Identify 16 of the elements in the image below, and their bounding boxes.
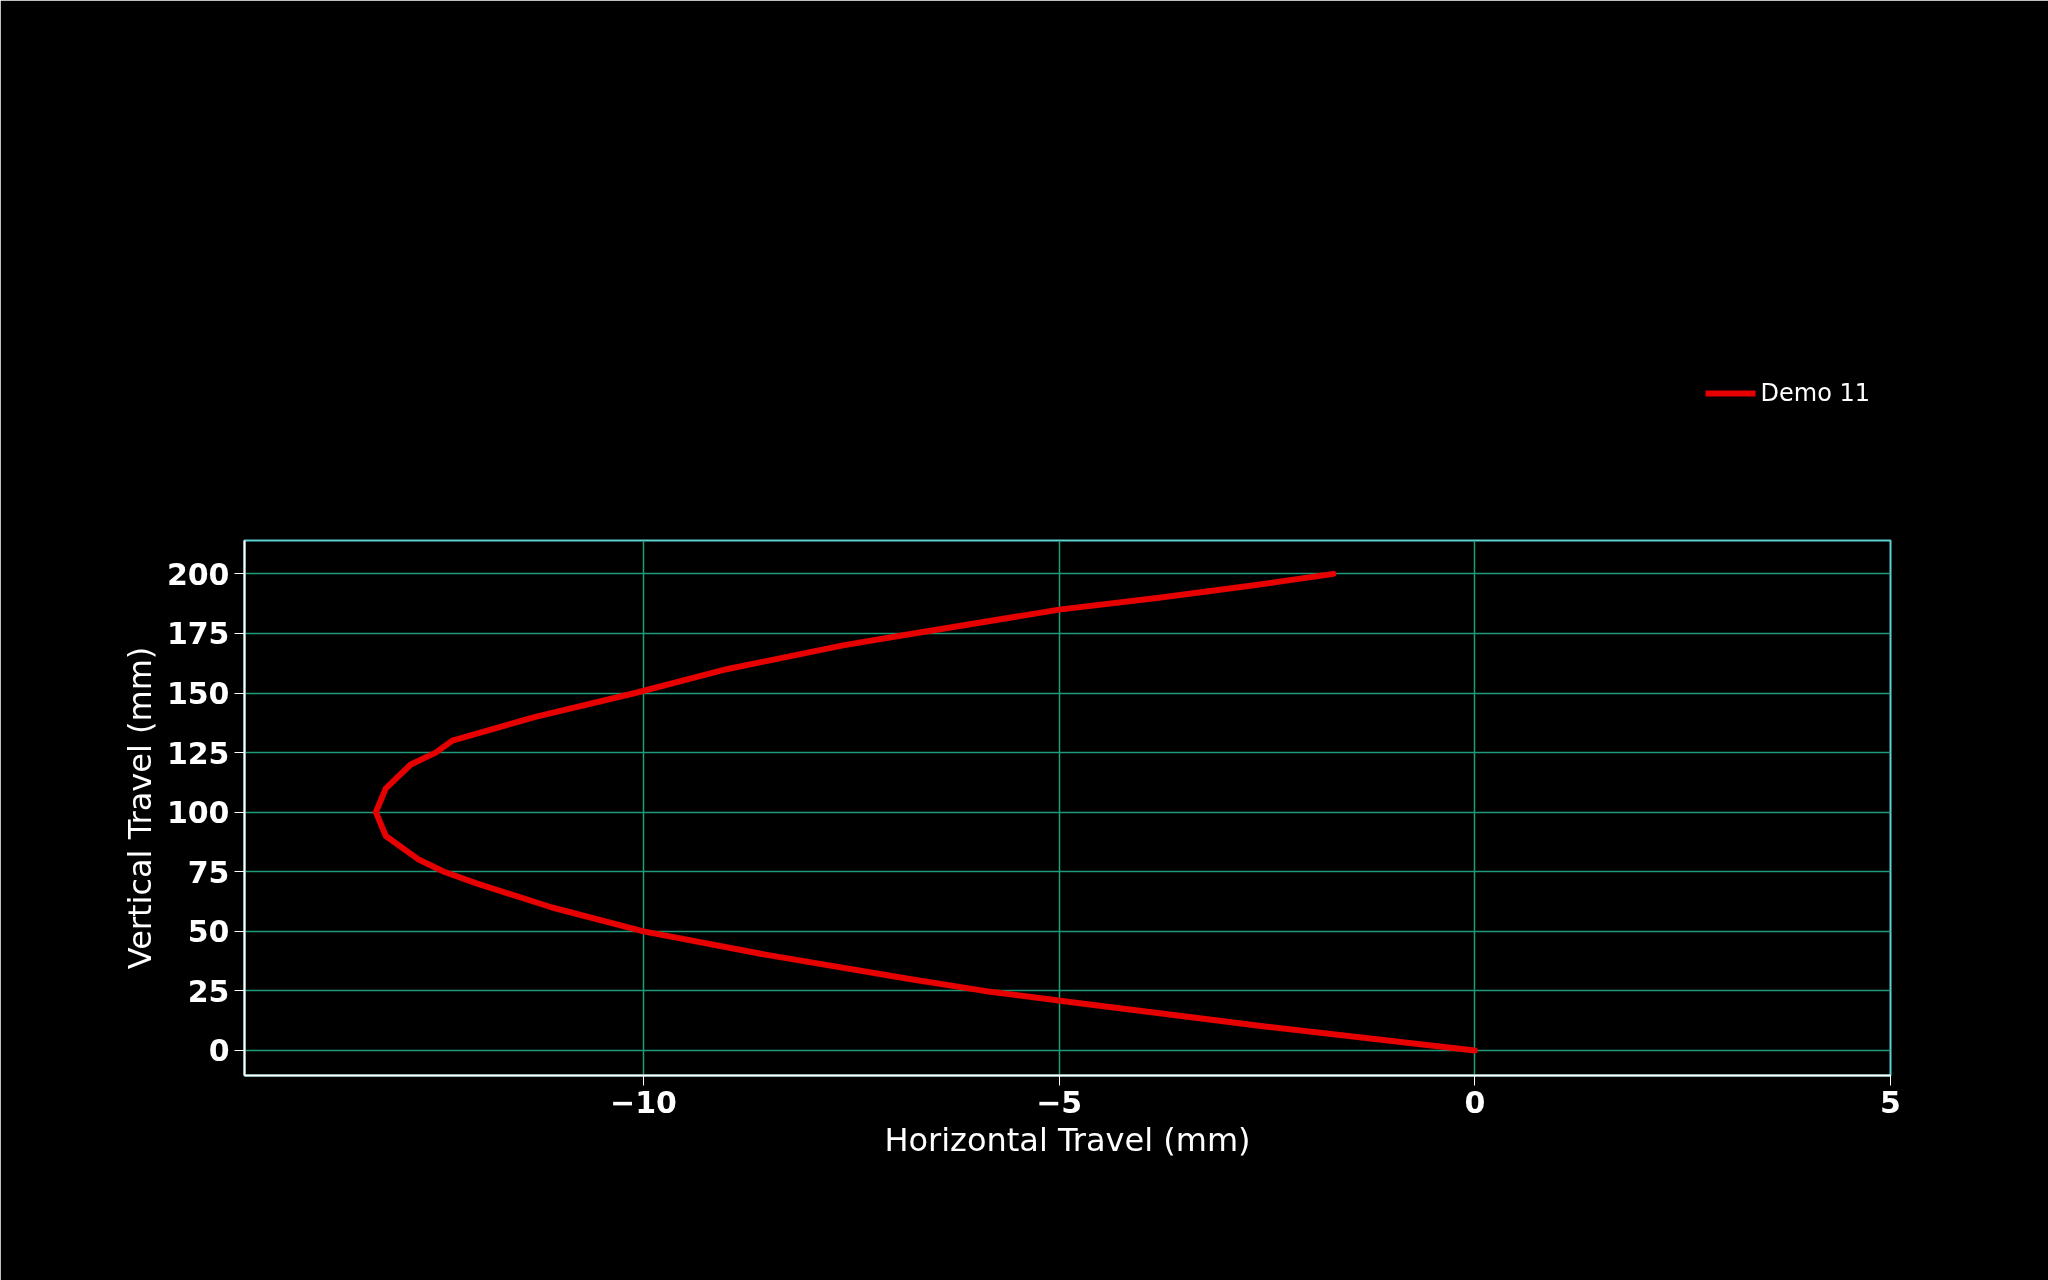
legend-label: Demo 11 xyxy=(1760,379,1870,407)
y-tick-label: 150 xyxy=(166,676,230,712)
y-tick-label: 0 xyxy=(208,1033,230,1069)
x-axis-title: Horizontal Travel (mm) xyxy=(884,1120,1251,1159)
x-tick-label: 5 xyxy=(1880,1084,1901,1120)
x-tick-label: −5 xyxy=(1036,1084,1083,1120)
y-tick-label: 50 xyxy=(187,914,230,950)
x-tick-label: 0 xyxy=(1464,1084,1486,1120)
y-tick-label: 25 xyxy=(187,973,230,1009)
y-tick-label: 175 xyxy=(166,616,230,652)
x-tick-label: −10 xyxy=(610,1084,677,1120)
y-tick-label: 200 xyxy=(166,556,230,592)
y-axis-title: Vertical Travel (mm) xyxy=(120,646,159,970)
y-tick-label: 100 xyxy=(166,795,230,831)
y-tick-label: 125 xyxy=(166,735,230,771)
y-tick-label: 75 xyxy=(187,854,230,890)
